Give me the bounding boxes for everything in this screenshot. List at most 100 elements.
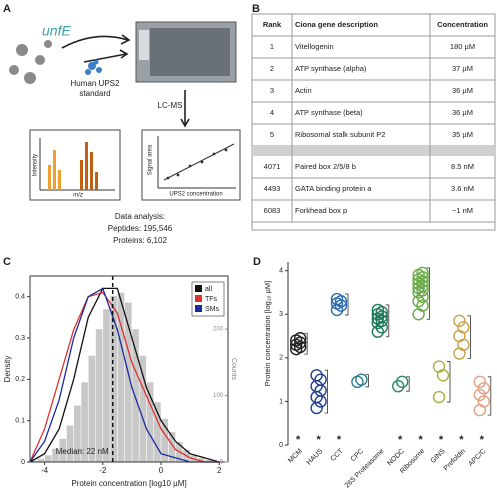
panel-label: C [3, 256, 11, 268]
x-tick-label: GINS [430, 448, 447, 465]
table-cell: ATP synthase (alpha) [295, 64, 367, 73]
histogram-bar [110, 295, 118, 462]
x-tick-label: Prefoldin [443, 448, 468, 473]
standard-label: Human UPS2 [71, 79, 120, 88]
axis-label: UPS2 concentration [169, 192, 222, 198]
dot [371, 303, 384, 317]
cell-label: unfE [42, 23, 71, 39]
table-gap [252, 146, 495, 156]
table-cell: Forkhead box p [295, 206, 347, 215]
y2-axis-label: Counts [230, 358, 237, 381]
analysis-text: Data analysis: [115, 212, 165, 221]
table-cell: 36 µM [452, 108, 473, 117]
density-line [29, 287, 220, 463]
legend-swatch [195, 285, 202, 292]
analysis-text: Proteins: 6,102 [113, 236, 167, 245]
dot [473, 388, 486, 402]
x-tick-label: HAUS [306, 448, 325, 467]
dot [473, 375, 486, 389]
x-tick-label: NODC [386, 448, 406, 468]
significance-star: * [337, 434, 342, 446]
x-tick-label: 2 [217, 466, 222, 475]
table-cell: 37 µM [452, 64, 473, 73]
standard-label: standard [79, 89, 110, 98]
table-frame [251, 13, 496, 231]
x-tick-label: CCT [330, 447, 346, 463]
significance-star: * [398, 434, 403, 446]
legend-label: all [205, 286, 212, 293]
table-cell: 2 [270, 64, 274, 73]
panel-label: A [3, 3, 11, 15]
histogram-bar [73, 405, 81, 462]
histogram-bar [117, 292, 125, 462]
range-bracket [304, 332, 308, 355]
x-tick-label: 0 [159, 466, 164, 475]
dot [396, 375, 409, 389]
range-bracket [406, 376, 410, 392]
table-cell: 4 [270, 108, 274, 117]
table-cell: 36 µM [452, 86, 473, 95]
histogram-bar [44, 455, 52, 462]
y-tick-label: 0 [21, 459, 25, 466]
x-tick-label: 26S Proteasome [344, 448, 386, 490]
table-cell: 4071 [264, 162, 281, 171]
histogram-bar [103, 309, 110, 462]
y-tick-label: 2 [279, 355, 283, 362]
histogram-bar [139, 355, 147, 462]
histogram-bar [168, 432, 176, 462]
histogram-bar [59, 438, 67, 462]
y-tick-label: 0.4 [15, 294, 25, 301]
y2-tick-label: 100 [213, 393, 224, 399]
significance-star: * [418, 434, 423, 446]
range-bracket [345, 293, 349, 316]
protein-icon [85, 59, 102, 75]
axis-label: Intensity [33, 154, 39, 176]
histogram-bar [66, 425, 74, 462]
histogram-bar [81, 382, 88, 462]
plot-frame [29, 275, 229, 463]
instrument-label: LC-MS [158, 101, 183, 110]
y-tick-label: 3 [279, 311, 283, 318]
chart: D 0 1 2 3 4 Protein concentration [log₁₀ µM] * M… [253, 256, 492, 490]
table-header: Concentration [437, 20, 488, 29]
panel-label: B [252, 3, 260, 15]
y-tick-label: 0.1 [15, 418, 25, 425]
table-cell: GATA binding protein a [295, 184, 372, 193]
table-cell: 4493 [264, 184, 281, 193]
range-bracket [426, 267, 430, 320]
y-axis-label: Density [3, 356, 12, 383]
x-tick-label: -2 [99, 466, 107, 475]
y2-tick-label: 200 [213, 327, 224, 333]
dot [314, 373, 327, 386]
dot [453, 314, 466, 328]
histogram-bar [205, 460, 212, 462]
histogram-bar [30, 460, 37, 462]
table-cell: 3.6 nM [451, 184, 474, 193]
dot [432, 390, 446, 404]
significance-star: * [459, 434, 464, 446]
arrows [61, 34, 190, 128]
dot [294, 332, 307, 345]
legend-label: TFs [205, 296, 218, 303]
significance-star: * [296, 434, 301, 446]
dot [477, 382, 490, 395]
table-cell: 5 [270, 130, 274, 139]
table-cell: Actin [295, 86, 312, 95]
legend-label: SMs [205, 306, 220, 313]
range-bracket [324, 369, 328, 414]
cells [9, 40, 52, 84]
axis-label: Signal area [148, 144, 154, 175]
dot [432, 360, 446, 373]
histogram-bar [132, 329, 139, 462]
histogram-bar [161, 418, 169, 462]
table-cell: Vitellogenin [295, 42, 334, 51]
dot [457, 321, 470, 334]
spectrum-box [29, 129, 121, 201]
y-tick-label: 0.3 [15, 335, 25, 342]
dot [310, 369, 323, 382]
legend-swatch [195, 295, 202, 302]
x-tick-label: APC/C [467, 448, 487, 468]
significance-star: * [439, 434, 444, 446]
histogram-bar [88, 355, 96, 462]
